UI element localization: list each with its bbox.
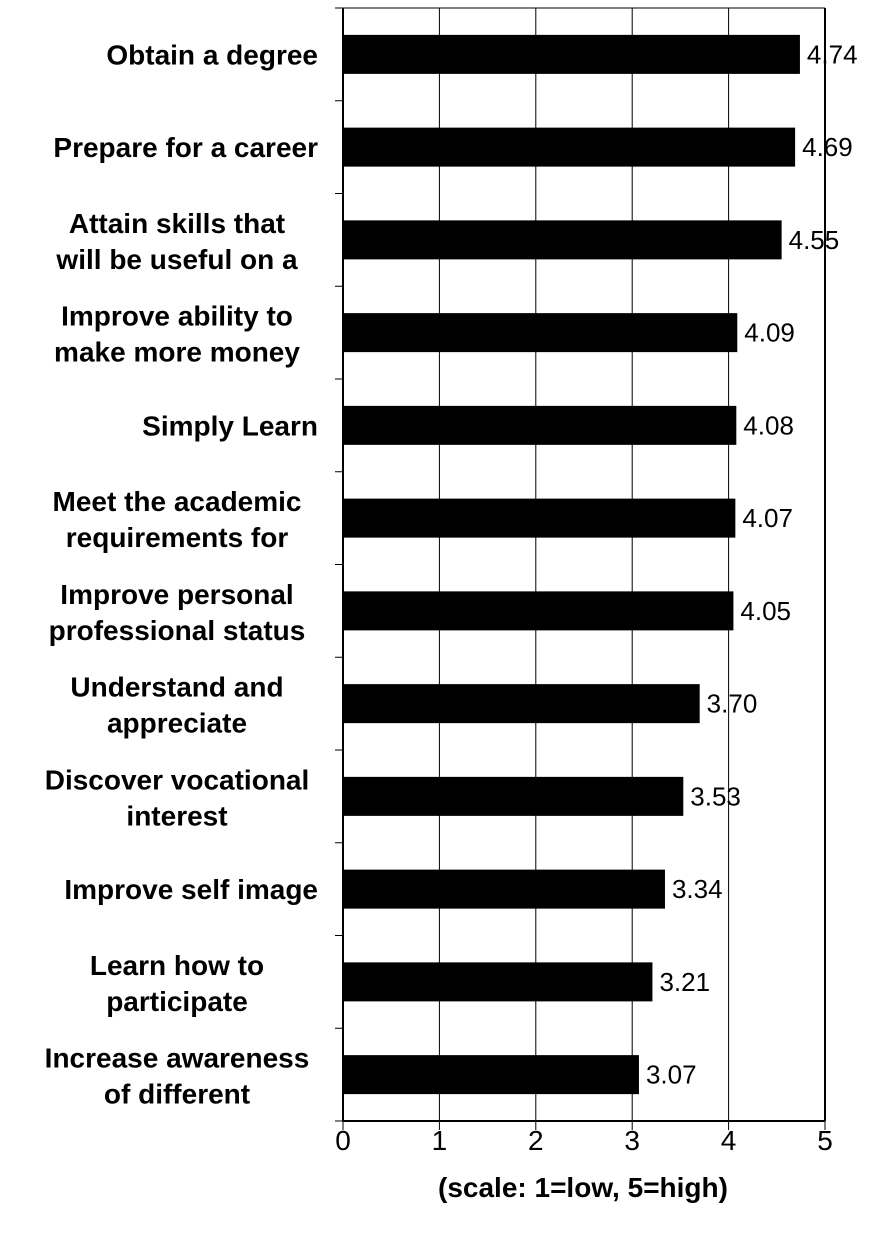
- category-label: Obtain a degree: [106, 39, 318, 70]
- bar: [343, 498, 736, 538]
- category-label-line: Improve ability to: [61, 301, 293, 332]
- category-label-line: Meet the academic: [53, 486, 302, 517]
- category-label-line: Discover vocational: [45, 764, 310, 795]
- x-tick-label: 3: [624, 1125, 640, 1156]
- bar: [343, 684, 700, 724]
- bar: [343, 1055, 639, 1095]
- category-label: Improve ability to make more money: [54, 301, 300, 368]
- category-label: Increase awareness of different: [45, 1043, 310, 1110]
- category-label-line: Improve self image: [64, 874, 318, 905]
- x-tick-labels: 0 1 2 3 4 5: [335, 1125, 833, 1156]
- value-label: 3.70: [707, 689, 758, 719]
- x-tick-label: 4: [721, 1125, 737, 1156]
- gridlines: [438, 8, 730, 1121]
- category-label-line: Increase awareness: [45, 1043, 310, 1074]
- category-label: Improve personal professional status: [49, 579, 306, 646]
- axes: [335, 7, 826, 1130]
- x-tick-label: 5: [817, 1125, 833, 1156]
- bar: [343, 591, 734, 631]
- category-label: Prepare for a career: [53, 132, 318, 163]
- value-label: 4.09: [744, 318, 795, 348]
- value-label: 4.07: [742, 503, 793, 533]
- category-label-line: will be useful on a: [55, 244, 298, 275]
- category-label-line: Attain skills that: [69, 208, 285, 239]
- category-label: Simply Learn: [142, 410, 318, 441]
- value-label: 4.05: [740, 596, 791, 626]
- category-label-line: make more money: [54, 337, 300, 368]
- value-label: 3.53: [690, 781, 741, 811]
- category-label: Discover vocational interest: [45, 764, 310, 831]
- value-label: 4.74: [807, 39, 858, 69]
- bar: [343, 776, 684, 816]
- category-label-line: Understand and: [70, 672, 283, 703]
- category-label-line: professional status: [49, 615, 306, 646]
- value-labels: 4.74 4.69 4.55 4.09 4.08 4.07 4.05 3.70 3.53 3.34…: [646, 39, 858, 1089]
- bar: [343, 405, 737, 445]
- category-label: Improve self image: [64, 874, 318, 905]
- value-label: 4.08: [743, 410, 794, 440]
- category-label-line: Obtain a degree: [106, 39, 318, 70]
- value-label: 3.21: [659, 967, 710, 997]
- category-label: Meet the academic requirements for: [53, 486, 302, 553]
- value-label: 3.34: [672, 874, 723, 904]
- value-label: 3.07: [646, 1060, 697, 1090]
- bar: [343, 962, 653, 1002]
- category-label-line: Improve personal: [60, 579, 293, 610]
- category-label-line: of different: [104, 1079, 250, 1110]
- category-label-line: appreciate: [107, 708, 247, 739]
- bar: [343, 220, 782, 260]
- bar: [343, 127, 796, 167]
- x-tick-label: 2: [528, 1125, 544, 1156]
- category-label: Understand and appreciate: [70, 672, 283, 739]
- category-label-line: Learn how to: [90, 950, 264, 981]
- category-label-line: Prepare for a career: [53, 132, 318, 163]
- bar: [343, 869, 665, 909]
- value-label: 4.55: [789, 225, 840, 255]
- bar: [343, 313, 738, 353]
- category-label-line: Simply Learn: [142, 410, 318, 441]
- bar: [343, 34, 800, 74]
- x-tick-label: 1: [432, 1125, 448, 1156]
- bars: [343, 34, 800, 1095]
- x-tick-label: 0: [335, 1125, 351, 1156]
- category-label-line: participate: [106, 986, 248, 1017]
- category-labels: Obtain a degree Prepare for a career Attai…: [45, 39, 318, 1109]
- category-label-line: requirements for: [66, 522, 289, 553]
- category-label: Learn how to participate: [90, 950, 264, 1017]
- x-axis-title: (scale: 1=low, 5=high): [438, 1172, 728, 1203]
- category-label-line: interest: [126, 800, 227, 831]
- category-label: Attain skills that will be useful on a: [55, 208, 298, 275]
- value-label: 4.69: [802, 132, 853, 162]
